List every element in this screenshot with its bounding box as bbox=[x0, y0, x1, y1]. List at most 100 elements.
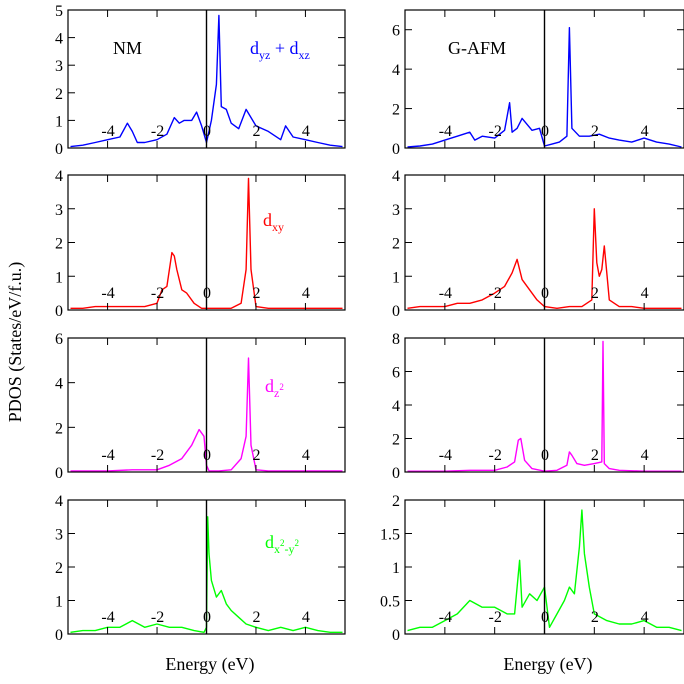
y-tick-label: 2 bbox=[392, 432, 400, 449]
y-tick-label: 2 bbox=[392, 236, 400, 253]
panel-nm-dxy: dxy -4 -2 0 2 4 0 1 2 3 4 bbox=[55, 168, 346, 320]
y-tick-label: 4 bbox=[55, 168, 63, 185]
x-axis-label-right: Energy (eV) bbox=[503, 654, 592, 675]
pdos-series-line bbox=[407, 509, 682, 632]
x-tick-label: -2 bbox=[151, 447, 164, 464]
y-tick-label: 3 bbox=[55, 527, 63, 544]
pdos-series-line bbox=[70, 516, 343, 633]
x-tick-label: 4 bbox=[302, 123, 310, 140]
x-tick-label: -2 bbox=[489, 609, 502, 626]
y-tick-label: 0 bbox=[392, 303, 400, 320]
x-tick-label: 2 bbox=[252, 447, 260, 464]
y-tick-label: 3 bbox=[55, 58, 63, 75]
y-tick-label: 2 bbox=[55, 560, 63, 577]
y-tick-label: 4 bbox=[392, 62, 400, 79]
x-tick-label: 0 bbox=[541, 447, 549, 464]
y-tick-label: 0 bbox=[55, 141, 63, 158]
orbital-label: dyz + dxz bbox=[250, 38, 310, 62]
y-tick-label: 3 bbox=[55, 202, 63, 219]
panel-gafm-dxy: -4 -2 0 2 4 0 1 2 3 4 bbox=[392, 168, 684, 320]
x-tick-label: 2 bbox=[591, 609, 599, 626]
y-tick-label: 6 bbox=[392, 365, 400, 382]
x-axis-label-left: Energy (eV) bbox=[165, 654, 254, 675]
x-tick-label: -4 bbox=[439, 123, 452, 140]
y-tick-label: 0 bbox=[392, 141, 400, 158]
pdos-series-line bbox=[407, 208, 682, 309]
y-tick-label: 1.5 bbox=[380, 527, 400, 544]
x-tick-label: -2 bbox=[151, 123, 164, 140]
x-tick-label: 4 bbox=[641, 285, 649, 302]
x-tick-label: -4 bbox=[101, 123, 114, 140]
panel-gafm-dx2-y2: -4 -2 0 2 4 0 0.5 1 1.5 2 bbox=[380, 493, 684, 644]
x-tick-label: 4 bbox=[302, 447, 310, 464]
y-tick-label: 2 bbox=[55, 86, 63, 103]
panel-title: NM bbox=[113, 38, 142, 58]
orbital-label: dz2 bbox=[265, 376, 284, 400]
x-tick-label: 4 bbox=[641, 447, 649, 464]
x-tick-label: 2 bbox=[591, 123, 599, 140]
x-tick-label: 4 bbox=[302, 285, 310, 302]
y-tick-label: 2 bbox=[392, 493, 400, 510]
y-tick-label: 4 bbox=[55, 31, 63, 48]
orbital-label: dx2-y2 bbox=[265, 532, 299, 556]
y-tick-label: 1 bbox=[392, 269, 400, 286]
y-tick-label: 0 bbox=[392, 465, 400, 482]
x-tick-label: -4 bbox=[101, 609, 114, 626]
x-tick-label: -4 bbox=[101, 285, 114, 302]
y-tick-label: 1 bbox=[392, 560, 400, 577]
panel-gafm-dyz-dxz: G-AFM -4 -2 0 2 4 0 2 4 6 bbox=[392, 9, 684, 158]
y-tick-label: 1 bbox=[55, 269, 63, 286]
y-tick-label: 0 bbox=[392, 627, 400, 644]
x-tick-label: -2 bbox=[151, 285, 164, 302]
y-tick-label: 0 bbox=[55, 465, 63, 482]
x-tick-label: 0 bbox=[203, 285, 211, 302]
y-tick-label: 0 bbox=[55, 627, 63, 644]
x-tick-label: -4 bbox=[439, 447, 452, 464]
pdos-series-line bbox=[70, 177, 343, 309]
y-tick-label: 5 bbox=[55, 3, 63, 20]
y-tick-label: 1 bbox=[55, 594, 63, 611]
panel-title: G-AFM bbox=[448, 38, 506, 58]
x-tick-label: 0 bbox=[541, 285, 549, 302]
x-tick-label: 2 bbox=[591, 285, 599, 302]
y-tick-label: 2 bbox=[55, 420, 63, 437]
y-tick-label: 4 bbox=[55, 493, 63, 510]
x-tick-label: 0 bbox=[203, 609, 211, 626]
y-tick-label: 8 bbox=[392, 331, 400, 348]
panel-gafm-dz2: -4 -2 0 2 4 0 2 4 6 8 bbox=[392, 331, 684, 482]
x-tick-label: -4 bbox=[439, 285, 452, 302]
y-tick-label: 0 bbox=[55, 303, 63, 320]
panel-nm-dx2-y2: dx2-y2 -4 -2 0 2 4 0 1 2 3 4 bbox=[55, 493, 346, 644]
pdos-series-line bbox=[407, 27, 682, 148]
y-axis-label: PDOS (States/eV/f.u.) bbox=[5, 262, 26, 423]
y-tick-label: 0.5 bbox=[380, 594, 400, 611]
x-tick-label: 0 bbox=[541, 123, 549, 140]
orbital-label: dxy bbox=[263, 210, 284, 234]
x-tick-label: -4 bbox=[101, 447, 114, 464]
x-tick-label: 0 bbox=[203, 447, 211, 464]
x-tick-label: 4 bbox=[641, 609, 649, 626]
y-tick-label: 2 bbox=[392, 102, 400, 119]
y-tick-label: 1 bbox=[55, 113, 63, 130]
x-tick-label: 2 bbox=[252, 123, 260, 140]
y-tick-label: 6 bbox=[55, 331, 63, 348]
y-tick-label: 2 bbox=[55, 236, 63, 253]
y-tick-label: 6 bbox=[392, 23, 400, 40]
x-tick-label: 4 bbox=[302, 609, 310, 626]
x-tick-label: -2 bbox=[489, 285, 502, 302]
x-tick-label: 4 bbox=[641, 123, 649, 140]
pdos-series-line bbox=[407, 340, 682, 472]
panel-nm-dz2: dz2 -4 -2 0 2 4 0 2 4 6 bbox=[55, 331, 346, 482]
x-tick-label: -2 bbox=[489, 123, 502, 140]
y-tick-label: 4 bbox=[392, 398, 400, 415]
y-tick-label: 3 bbox=[392, 202, 400, 219]
x-tick-label: 0 bbox=[541, 609, 549, 626]
panel-nm-dyz-dxz: NM dyz + dxz -4 -2 0 2 4 0 1 2 3 4 5 bbox=[55, 3, 346, 158]
y-tick-label: 4 bbox=[392, 168, 400, 185]
pdos-series-line bbox=[70, 357, 343, 472]
x-tick-label: -4 bbox=[439, 609, 452, 626]
y-tick-label: 4 bbox=[55, 376, 63, 393]
x-tick-label: 2 bbox=[252, 285, 260, 302]
x-tick-label: -2 bbox=[151, 609, 164, 626]
